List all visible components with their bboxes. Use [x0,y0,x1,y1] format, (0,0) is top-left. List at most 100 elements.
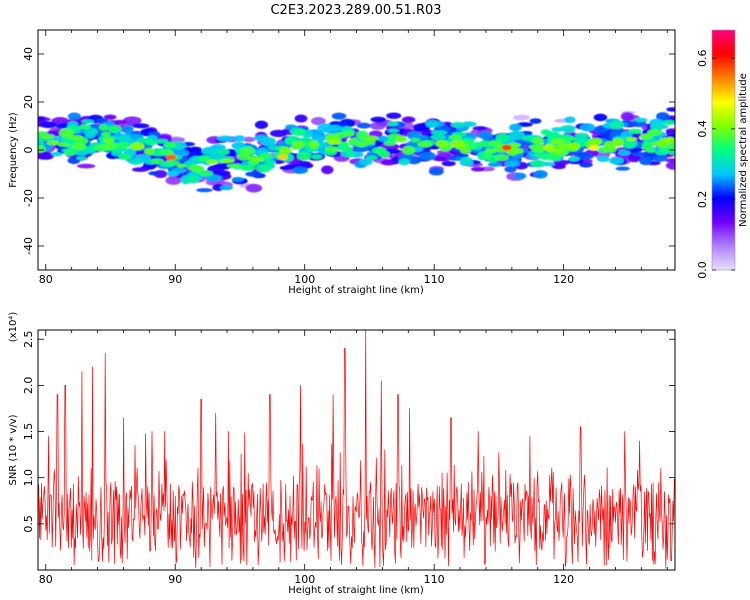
heatmap-cell [387,121,399,127]
heatmap-cell [124,148,136,154]
heatmap-cell [574,132,589,138]
heatmap-cell [652,155,668,162]
heatmap-cell [219,185,233,191]
heatmap-cell [245,171,262,177]
heatmap-cell [116,141,130,149]
heatmap-cell [431,130,448,136]
heatmap-cell [279,165,293,170]
heatmap-cell [103,137,114,143]
heatmap-cell [226,163,241,168]
heatmap-cell [186,175,200,184]
heatmap-cell [645,147,656,153]
heatmap-cell [386,112,402,119]
heatmap-blobs [38,107,675,193]
spectrogram-xtick-label: 120 [553,273,574,286]
snr-ticks: 80 90 100 110 120 0.5 1.0 1.5 2.0 2.5 [22,330,675,586]
heatmap-cell [662,119,675,125]
heatmap-cell [256,163,272,173]
heatmap-cell [661,137,673,142]
snr-y-axis-label: SNR (10 * v/v) [8,414,19,485]
heatmap-cell [430,134,446,141]
heatmap-cell [450,121,465,128]
heatmap-cell [216,135,234,142]
heatmap-cell [213,170,231,177]
heatmap-cell [472,126,488,131]
heatmap-cell [365,155,378,161]
heatmap-cell [550,138,565,144]
heatmap-cell [568,156,580,162]
heatmap-cell [398,158,411,166]
heatmap-cell [634,117,648,123]
heatmap-cell [57,142,70,147]
heatmap-peak [277,154,288,161]
heatmap-cell [279,146,292,155]
heatmap-cell [639,156,652,166]
heatmap-cell [46,140,60,146]
heatmap-cell [165,159,180,166]
heatmap-cell [560,125,576,131]
snr-panel: 80 90 100 110 120 0.5 1.0 1.5 2.0 2.5 Height of s… [8,312,676,596]
heatmap-cell [68,135,84,140]
heatmap-cell [647,129,663,136]
heatmap-cell [219,159,235,163]
heatmap-cell [103,114,117,120]
heatmap-cell [251,157,264,162]
heatmap-cell [231,176,244,182]
snr-ytick-label: 2.0 [22,377,35,395]
spectrogram-xtick-label: 110 [424,273,445,286]
heatmap-cell [154,139,168,144]
heatmap-cell [385,148,401,154]
heatmap-cell [509,123,522,132]
heatmap-cell [533,153,549,158]
heatmap-cell [448,135,463,140]
heatmap-cell [71,142,87,151]
heatmap-cell [441,161,456,167]
heatmap-cell [294,114,308,123]
heatmap-cell [196,188,213,193]
heatmap-cell [568,142,581,151]
spectrogram-xtick-label: 90 [168,273,182,286]
heatmap-cell [176,163,187,168]
snr-ytick-label: 1.5 [22,423,35,441]
heatmap-cell [122,125,134,134]
heatmap-cell [410,137,421,143]
heatmap-cell [67,112,81,120]
heatmap-cell [493,154,510,161]
heatmap-cell [387,128,400,133]
heatmap-cell [292,166,308,174]
heatmap-cell [79,124,91,130]
heatmap-cell [117,134,131,143]
heatmap-cell [507,142,522,148]
heatmap-cell [76,163,96,169]
heatmap-cell [101,131,112,137]
heatmap-cell [588,137,603,146]
heatmap-cell [144,139,158,146]
heatmap-cell [615,166,631,171]
heatmap-cell [209,148,221,154]
heatmap-cell [639,133,653,140]
heatmap-cell [428,167,444,176]
heatmap-cell [376,136,390,142]
heatmap-cell [534,147,545,153]
heatmap-cell [542,143,556,152]
heatmap-cell [533,170,548,179]
heatmap-cell [311,117,326,126]
snr-series-line [38,330,675,569]
colorbar-frame [711,29,736,271]
heatmap-cell [532,137,544,145]
heatmap-cell [38,151,55,160]
colorbar: 0.0 0.2 0.4 0.6 Normalized spectral amplitu… [696,29,749,279]
heatmap-cell [344,150,357,158]
spectrogram-panel: 80 90 100 110 120 -40 -20 0 20 40 Height of strai… [8,29,676,296]
heatmap-cell [609,157,624,165]
spectrogram-xtick-label: 80 [39,273,53,286]
snr-ytick-label: 2.5 [22,330,35,348]
heatmap-cell [132,167,149,173]
heatmap-cell [185,147,203,156]
colorbar-ticks: 0.0 0.2 0.4 0.6 [696,49,735,279]
heatmap-cell [148,171,161,176]
spectrogram-x-axis-label: Height of straight line (km) [288,285,424,296]
spectrogram-ytick-label: -40 [22,237,35,255]
heatmap-cell [198,155,211,162]
heatmap-cell [359,158,373,166]
